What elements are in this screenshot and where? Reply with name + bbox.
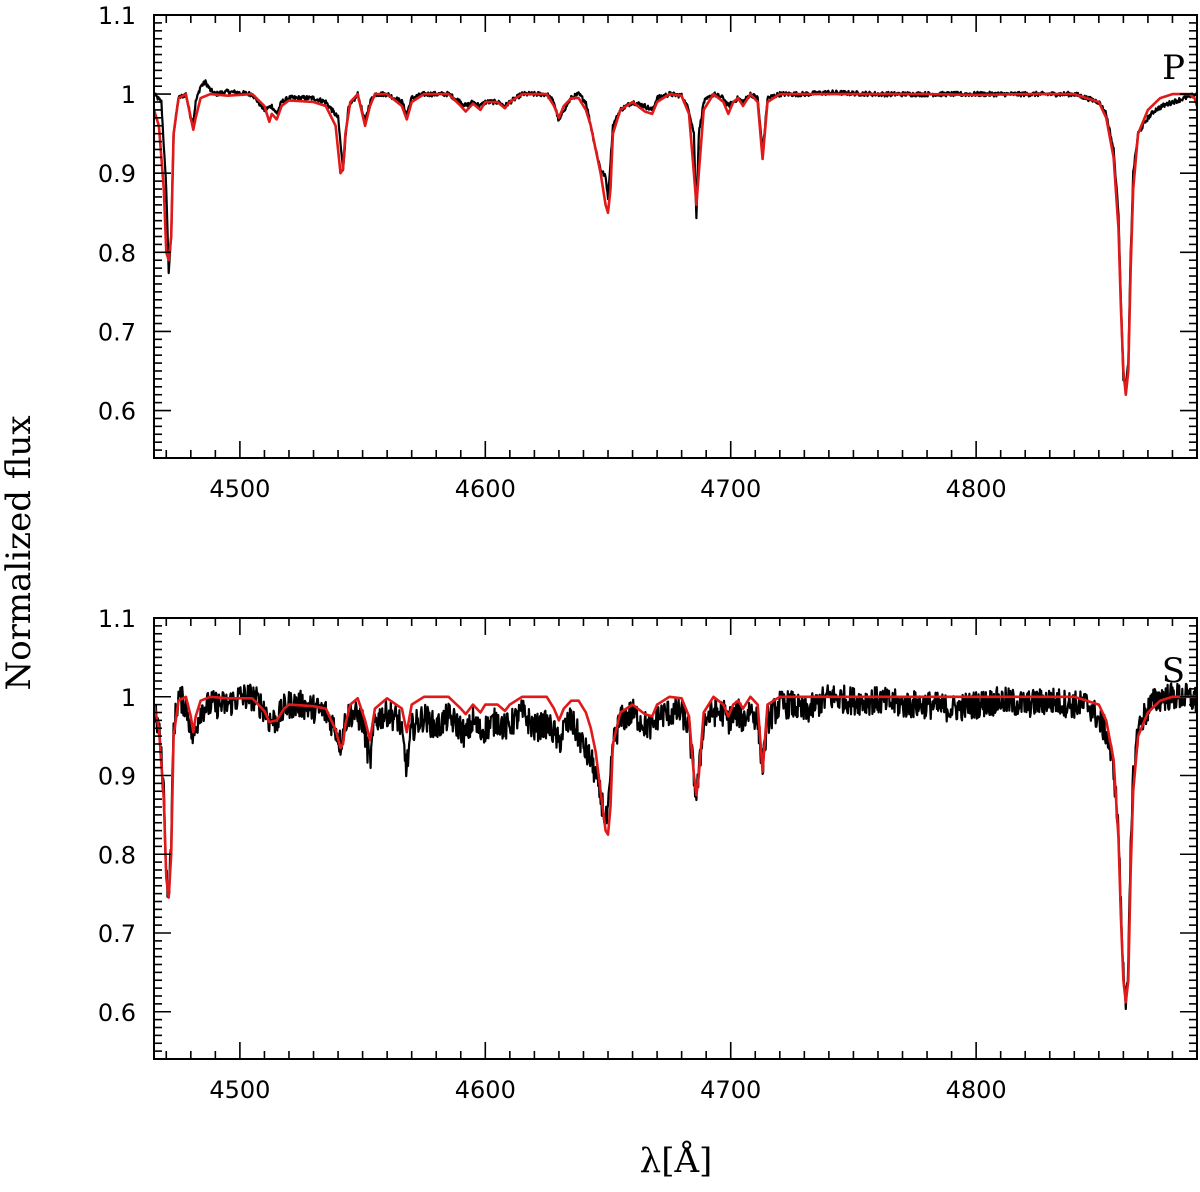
plot-frame bbox=[153, 14, 1198, 459]
plot-frame bbox=[153, 617, 1198, 1060]
y-tick-label: 0.7 bbox=[98, 318, 136, 346]
y-tick-label: 0.9 bbox=[98, 763, 136, 791]
x-tick-label: 4600 bbox=[455, 475, 516, 503]
x-tick-label: 4800 bbox=[946, 1076, 1007, 1104]
panel-bottom: 4500 4600 4700 4800 0.6 0.7 0.8 0.9 1 1.1 S bbox=[98, 605, 1198, 1104]
panel-label: P bbox=[1162, 48, 1185, 88]
y-tick-label: 0.8 bbox=[98, 239, 136, 267]
y-tick-label: 0.6 bbox=[98, 999, 136, 1027]
y-tick-label: 1 bbox=[121, 684, 136, 712]
model-spectrum-line-panel-1 bbox=[154, 695, 1197, 1004]
panel-label: S bbox=[1162, 651, 1185, 691]
x-tick-label: 4500 bbox=[209, 475, 270, 503]
y-axis-label: Normalized flux bbox=[0, 415, 39, 690]
observed-spectrum-line-panel-0 bbox=[154, 79, 1197, 387]
x-tick-label: 4500 bbox=[209, 1076, 270, 1104]
x-tick-label: 4700 bbox=[700, 475, 761, 503]
y-tick-label: 0.8 bbox=[98, 841, 136, 869]
x-axis-label: λ[Å] bbox=[640, 1140, 713, 1181]
panel-top: 4500 4600 4700 4800 0.6 0.7 0.8 0.9 1 1.1 P bbox=[98, 2, 1198, 503]
y-tick-label: 1.1 bbox=[98, 605, 136, 633]
y-tick-label: 0.7 bbox=[98, 920, 136, 948]
y-tick-label: 1.1 bbox=[98, 2, 136, 30]
y-tick-label: 0.6 bbox=[98, 398, 136, 426]
x-tick-label: 4600 bbox=[455, 1076, 516, 1104]
y-tick-label: 1 bbox=[121, 81, 136, 109]
x-tick-label: 4800 bbox=[946, 475, 1007, 503]
observed-spectrum-line-panel-1 bbox=[154, 682, 1197, 1011]
y-tick-label: 0.9 bbox=[98, 160, 136, 188]
model-spectrum-line-panel-0 bbox=[154, 92, 1197, 396]
x-tick-label: 4700 bbox=[700, 1076, 761, 1104]
